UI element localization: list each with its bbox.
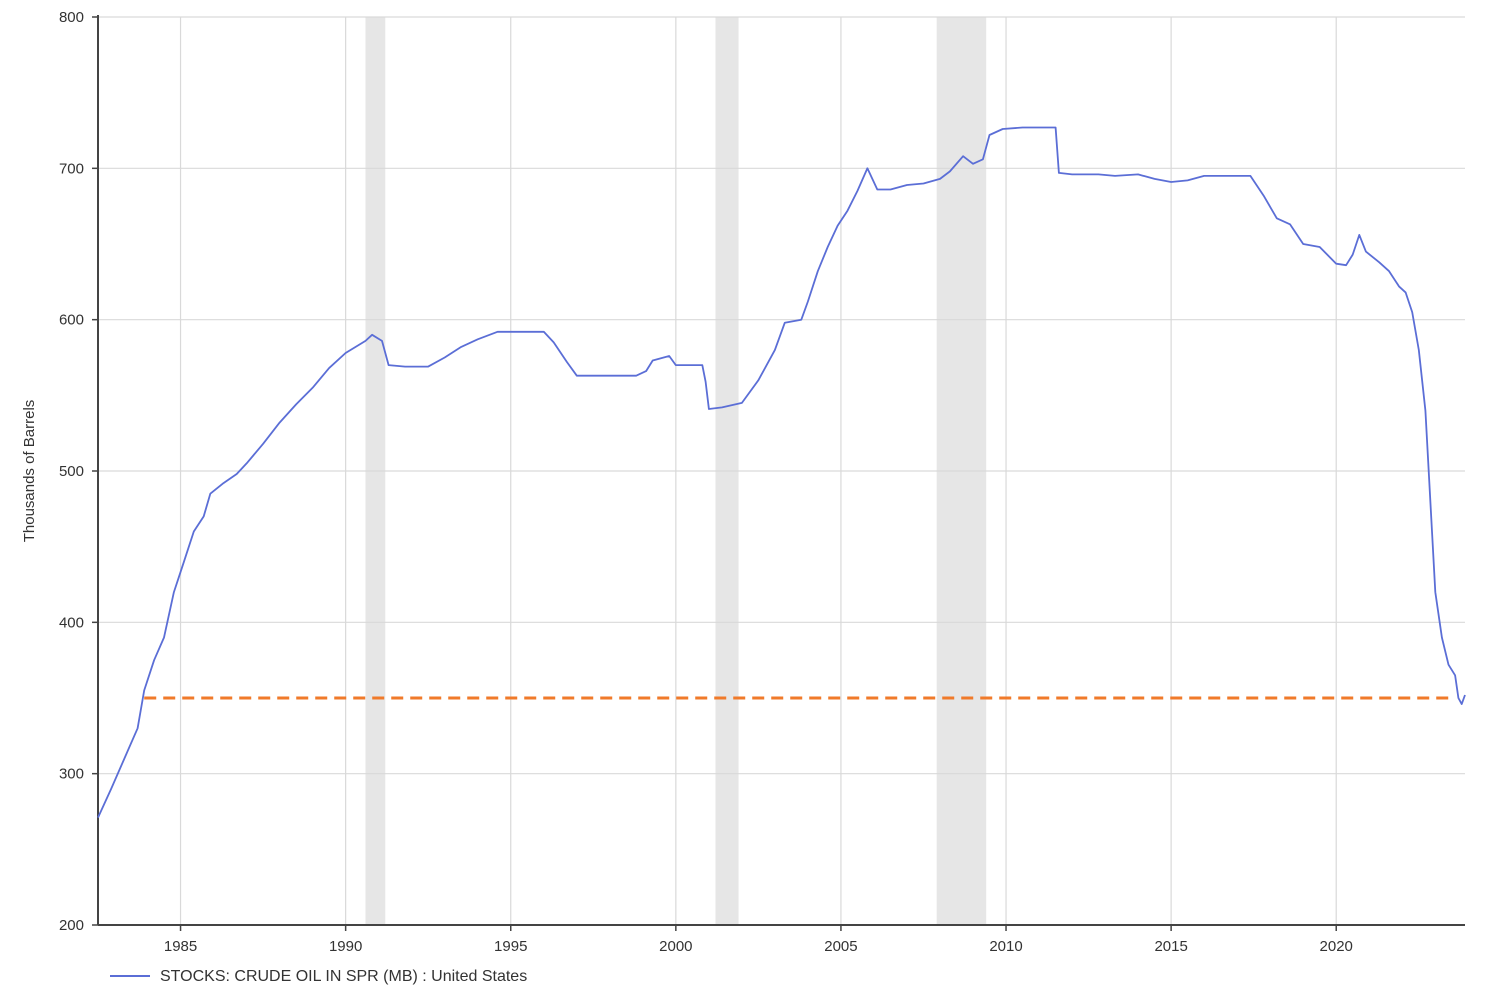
y-tick-label: 700 [59,160,84,177]
x-tick-label: 2010 [989,938,1022,955]
x-tick-label: 1985 [164,938,197,955]
y-tick-label: 600 [59,312,84,329]
y-tick-label: 400 [59,614,84,631]
y-axis-title: Thousands of Barrels [21,400,38,543]
x-tick-label: 1990 [329,938,362,955]
y-tick-label: 200 [59,917,84,934]
x-tick-label: 1995 [494,938,527,955]
y-tick-label: 500 [59,463,84,480]
x-tick-label: 2015 [1154,938,1187,955]
x-tick-label: 2020 [1320,938,1353,955]
x-tick-label: 2005 [824,938,857,955]
legend-label: STOCKS: CRUDE OIL IN SPR (MB) : United S… [160,968,527,985]
y-tick-label: 300 [59,766,84,783]
y-tick-label: 800 [59,9,84,26]
x-tick-label: 2000 [659,938,692,955]
series-line [97,126,1466,818]
